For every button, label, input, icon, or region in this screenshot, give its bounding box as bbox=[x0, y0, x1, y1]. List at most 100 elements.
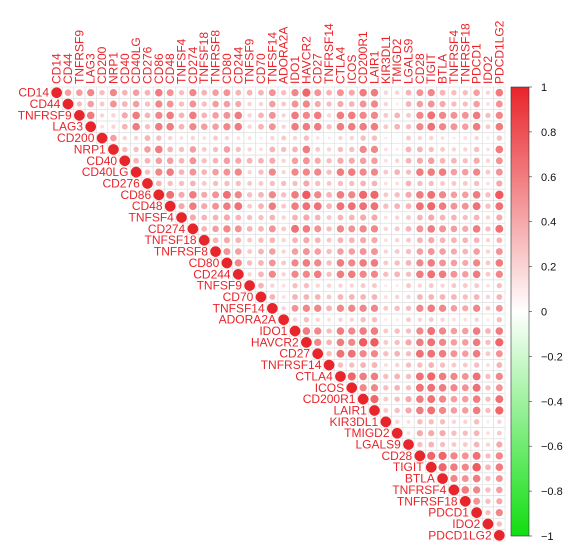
corr-point bbox=[428, 237, 435, 244]
column-label: PDCD1LG2 bbox=[492, 20, 506, 84]
diagonal-point bbox=[335, 371, 346, 382]
corr-point bbox=[360, 362, 367, 368]
corr-point bbox=[395, 181, 400, 186]
diagonal-point bbox=[210, 246, 221, 257]
corr-point bbox=[496, 180, 503, 187]
corr-point bbox=[303, 294, 310, 300]
corr-point bbox=[212, 89, 219, 96]
corr-point bbox=[359, 88, 367, 97]
corr-point bbox=[405, 260, 412, 266]
corr-point bbox=[144, 124, 151, 130]
corr-point bbox=[406, 294, 411, 300]
corr-point bbox=[291, 111, 299, 120]
corr-point bbox=[473, 419, 480, 425]
corr-point bbox=[406, 135, 411, 141]
corr-point bbox=[247, 136, 252, 140]
corr-point bbox=[246, 157, 253, 164]
corr-point bbox=[178, 203, 185, 210]
corr-point bbox=[370, 202, 379, 211]
corr-point bbox=[166, 89, 174, 97]
corr-point bbox=[405, 396, 412, 403]
corr-point bbox=[472, 270, 481, 279]
corr-point bbox=[292, 294, 298, 300]
row-label: CD48 bbox=[132, 199, 163, 213]
diagonal-point bbox=[301, 337, 312, 348]
corr-point bbox=[485, 442, 491, 447]
corr-point bbox=[302, 225, 311, 233]
corr-point bbox=[258, 112, 264, 119]
corr-point bbox=[302, 157, 310, 165]
corr-point bbox=[472, 122, 481, 131]
corr-point bbox=[166, 122, 174, 131]
corr-point bbox=[440, 283, 445, 288]
corr-point bbox=[416, 406, 424, 415]
corr-point bbox=[438, 395, 447, 403]
corr-point bbox=[472, 395, 481, 403]
column-label: TNFSF4 bbox=[175, 38, 189, 84]
corr-point bbox=[461, 407, 469, 414]
corr-point bbox=[485, 192, 491, 198]
corr-point bbox=[495, 384, 503, 392]
corr-point bbox=[371, 157, 378, 165]
corr-point bbox=[405, 124, 412, 130]
corr-point bbox=[359, 190, 368, 199]
corr-point bbox=[234, 259, 242, 267]
corr-point bbox=[337, 294, 344, 300]
corr-point bbox=[486, 318, 490, 322]
corr-point bbox=[450, 225, 458, 233]
corr-point bbox=[406, 112, 411, 118]
corr-point bbox=[202, 136, 207, 140]
corr-point bbox=[370, 372, 379, 381]
corr-point bbox=[314, 89, 322, 97]
corr-point bbox=[178, 123, 185, 130]
corr-point bbox=[370, 190, 379, 199]
corr-point bbox=[258, 89, 264, 96]
corr-point bbox=[246, 192, 253, 198]
corr-point bbox=[155, 100, 163, 108]
corr-point bbox=[223, 100, 231, 108]
row-labels: CD14CD44TNFRSF9LAG3CD200NRP1CD40CD40LGCD… bbox=[18, 86, 492, 543]
corr-point bbox=[451, 442, 457, 447]
diagonal-point bbox=[493, 530, 505, 541]
corr-point bbox=[472, 486, 481, 494]
corr-point bbox=[189, 89, 197, 97]
column-label: CD44 bbox=[61, 53, 75, 84]
corr-point bbox=[258, 214, 264, 221]
corr-point bbox=[485, 373, 491, 380]
corr-point bbox=[347, 372, 356, 381]
corr-point bbox=[337, 100, 344, 108]
row-label: TNFRSF4 bbox=[392, 483, 446, 497]
corr-point bbox=[438, 383, 447, 392]
corr-point bbox=[416, 327, 424, 335]
corr-point bbox=[155, 111, 163, 120]
corr-point bbox=[428, 180, 434, 187]
corr-point bbox=[315, 136, 320, 140]
corr-point bbox=[258, 101, 264, 107]
corr-point bbox=[132, 111, 140, 120]
corr-point bbox=[201, 158, 207, 164]
corr-point bbox=[473, 146, 480, 153]
row-label: NRP1 bbox=[74, 142, 106, 156]
row-label: CD70 bbox=[223, 290, 254, 304]
corr-point bbox=[474, 317, 479, 322]
corr-point bbox=[315, 317, 320, 322]
corr-point bbox=[450, 168, 458, 176]
corr-point bbox=[315, 283, 320, 288]
corr-point bbox=[348, 101, 355, 107]
corr-point bbox=[438, 463, 447, 472]
corr-point bbox=[405, 351, 412, 357]
corr-point bbox=[247, 237, 253, 243]
corr-point bbox=[359, 100, 367, 108]
diagonal-point bbox=[130, 166, 142, 178]
corr-point bbox=[395, 102, 399, 106]
colorbar-tick-label: −0.2 bbox=[541, 351, 563, 363]
corr-point bbox=[189, 157, 197, 165]
diagonal-point bbox=[85, 121, 97, 133]
corr-point bbox=[394, 350, 401, 357]
corr-point bbox=[461, 339, 469, 346]
corr-point bbox=[451, 283, 457, 289]
corr-point bbox=[292, 282, 298, 289]
corr-point bbox=[269, 146, 276, 153]
corr-point bbox=[416, 100, 424, 108]
corr-point bbox=[121, 101, 128, 107]
